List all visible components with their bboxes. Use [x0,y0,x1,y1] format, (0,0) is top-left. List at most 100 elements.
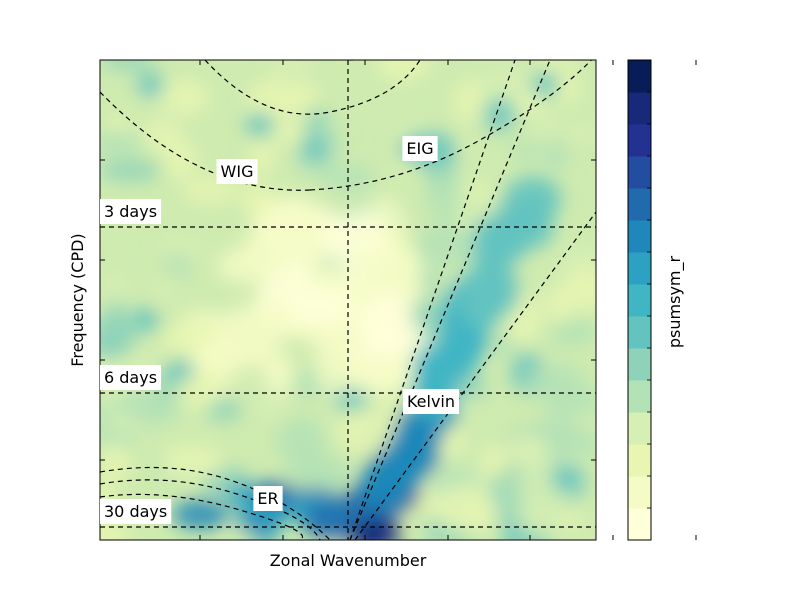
colorbar-swatch [628,508,651,541]
power-blob [273,60,313,89]
peak-blob [349,521,401,540]
colorbar-swatch [628,124,651,157]
power-blob [524,363,586,405]
power-blob [542,138,569,173]
colorbar-swatch [628,188,651,221]
power-blob [100,159,162,182]
er-curve [100,479,321,540]
period-label: 6 days [100,365,162,390]
power-blob [286,84,323,112]
dispersion-label: WIG [216,159,258,184]
power-blob [338,354,423,393]
plot-frame [99,59,597,541]
dispersion-label: Kelvin [402,389,460,414]
x-ticks [199,60,697,540]
power-blob [301,138,329,162]
power-blob [100,521,130,540]
dispersion-label: ER [253,486,283,511]
dispersion-label-box [216,159,258,184]
power-blob [246,113,274,137]
colorbar-swatch [628,284,651,317]
power-blob [376,60,431,81]
power-blob [157,234,190,256]
y-ticks [100,59,596,461]
power-blob [286,284,353,327]
power-blob [276,417,326,463]
colorbar-swatch [628,412,651,445]
power-blob [425,173,461,221]
power-blob [156,103,179,130]
power-blob [263,353,295,396]
power-blob [531,73,559,97]
dispersion-curves [100,60,596,540]
colorbar-label: psumsym_r [665,255,685,348]
dispersion-label: EIG [402,136,438,161]
kelvin-curve [349,60,551,540]
annotations: 3 days 6 days 30 days WIG EIG Kelvin ER [100,136,460,524]
power-blob [518,443,554,495]
power-blob [489,329,516,358]
power-blob [517,488,574,540]
power-blob [253,194,328,279]
power-blob [188,354,228,371]
wig-curve [100,91,311,191]
power-blob [551,321,580,347]
plot-area [100,60,596,540]
colorbar-swatch [628,220,651,253]
dispersion-label-text: WIG [221,162,254,181]
kelvin-power-blob [502,176,562,220]
colorbar-swatch [628,348,651,381]
power-blob [159,444,224,480]
period-label: 30 days [100,499,172,524]
power-blob [544,285,574,324]
power-blob [361,290,415,357]
colorbar-swatch [628,444,651,477]
power-blob [100,130,144,156]
y-axis-label: Frequency (CPD) [68,233,87,366]
dispersion-label-text: Kelvin [407,392,455,411]
power-blob [452,80,491,125]
colorbar-swatch [628,476,651,509]
dispersion-label-text: ER [257,489,278,508]
x-axis-label: Zonal Wavenumber [270,551,427,570]
kelvin-curve [349,60,516,540]
power-blob [337,412,394,454]
kelvin-curve [354,211,596,540]
power-blob [284,451,337,501]
power-blob [354,247,426,286]
power-blob [226,374,247,395]
power-blob [435,484,498,535]
period-label-box [100,499,172,524]
wig-curve [204,60,421,115]
power-blob [486,98,514,122]
power-blob [136,73,164,97]
power-blob [550,465,583,490]
power-blob [232,329,281,367]
power-blob [479,446,510,470]
dispersion-label-box [402,136,438,161]
power-blob [100,443,130,484]
period-label-text: 30 days [104,502,167,521]
dispersion-label-text: EIG [406,139,433,158]
power-blob [557,123,596,144]
colorbar [628,60,651,541]
colorbar-ticks [647,91,651,509]
period-label-box [100,365,162,390]
power-blob [101,271,128,300]
power-blob [512,141,540,162]
colorbar-swatch [628,252,651,285]
er-power-blob [171,499,230,531]
power-blob [554,430,596,459]
period-label: 3 days [100,199,162,224]
er-curve [100,466,331,540]
dispersion-label-box [402,389,460,414]
colorbar-frame [627,59,652,541]
power-blob [106,299,127,350]
power-blob [552,73,581,103]
colorbar-swatch [628,156,651,189]
power-blob [153,271,175,308]
power-blob [166,358,194,382]
dispersion-label-box [253,486,283,511]
period-label-text: 3 days [104,202,157,221]
